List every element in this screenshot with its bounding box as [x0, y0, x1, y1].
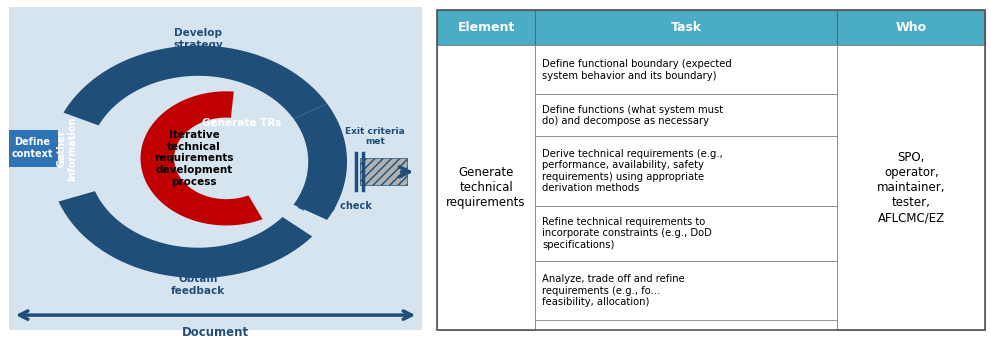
- FancyBboxPatch shape: [837, 10, 985, 45]
- Text: Derive technical requirements (e.g.,
performance, availability, safety
requireme: Derive technical requirements (e.g., per…: [542, 149, 722, 193]
- FancyBboxPatch shape: [837, 45, 985, 330]
- Text: Develop
strategy: Develop strategy: [173, 28, 223, 50]
- Text: Refine technical requirements to
incorporate constraints (e.g., DoD
specificatio: Refine technical requirements to incorpo…: [542, 217, 713, 250]
- FancyBboxPatch shape: [9, 7, 422, 330]
- Circle shape: [90, 78, 306, 246]
- Text: Element: Element: [458, 21, 514, 34]
- Text: Define
context: Define context: [12, 137, 54, 159]
- FancyBboxPatch shape: [437, 45, 535, 330]
- Text: Who: Who: [896, 21, 927, 34]
- FancyBboxPatch shape: [437, 10, 535, 45]
- Text: Task: Task: [671, 21, 702, 34]
- Polygon shape: [58, 191, 312, 278]
- Polygon shape: [293, 104, 347, 220]
- Text: Document: Document: [182, 326, 249, 337]
- FancyBboxPatch shape: [535, 261, 837, 320]
- FancyBboxPatch shape: [9, 130, 58, 167]
- Text: SPO,
operator,
maintainer,
tester,
AFLCMC/EZ: SPO, operator, maintainer, tester, AFLCM…: [877, 151, 945, 224]
- Bar: [360, 158, 407, 185]
- Circle shape: [176, 119, 276, 197]
- FancyBboxPatch shape: [535, 94, 837, 136]
- Text: Iterative
technical
requirements
development
process: Iterative technical requirements develop…: [155, 130, 234, 187]
- Text: Gather
Information: Gather Information: [56, 116, 77, 181]
- Text: Exit criteria
met: Exit criteria met: [345, 127, 405, 146]
- Text: Define functional boundary (expected
system behavior and its boundary): Define functional boundary (expected sys…: [542, 59, 732, 81]
- FancyBboxPatch shape: [535, 10, 837, 45]
- FancyBboxPatch shape: [535, 136, 837, 206]
- Text: Define functions (what system must
do) and decompose as necessary: Define functions (what system must do) a…: [542, 104, 723, 126]
- Text: Quality check: Quality check: [296, 201, 372, 211]
- Text: Obtain
feedback: Obtain feedback: [171, 274, 225, 296]
- FancyBboxPatch shape: [535, 206, 837, 261]
- FancyBboxPatch shape: [535, 45, 837, 94]
- Text: Analyze, trade off and refine
requirements (e.g., fo...
feasibility, allocation): Analyze, trade off and refine requiremen…: [542, 274, 685, 307]
- Polygon shape: [141, 91, 263, 225]
- Text: Generate TRs: Generate TRs: [201, 118, 281, 128]
- Text: Generate
technical
requirements: Generate technical requirements: [446, 166, 526, 209]
- Polygon shape: [63, 45, 327, 125]
